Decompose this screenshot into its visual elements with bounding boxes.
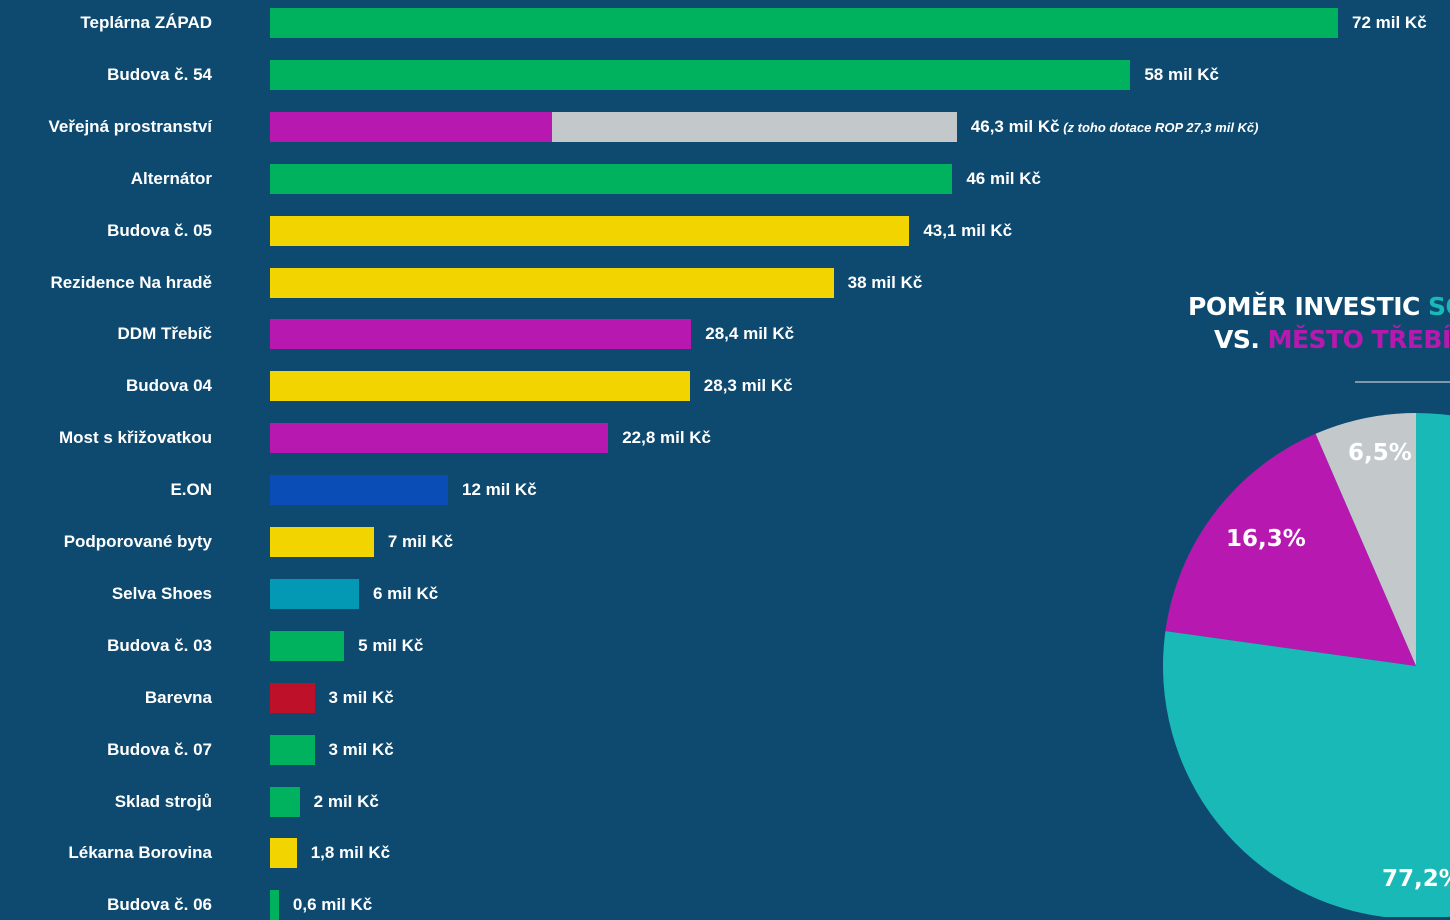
pie-slice-label: 77,2% bbox=[1382, 866, 1450, 892]
pie-slice-label: 16,3% bbox=[1226, 526, 1306, 552]
pie-slice-label: 6,5% bbox=[1348, 440, 1412, 466]
